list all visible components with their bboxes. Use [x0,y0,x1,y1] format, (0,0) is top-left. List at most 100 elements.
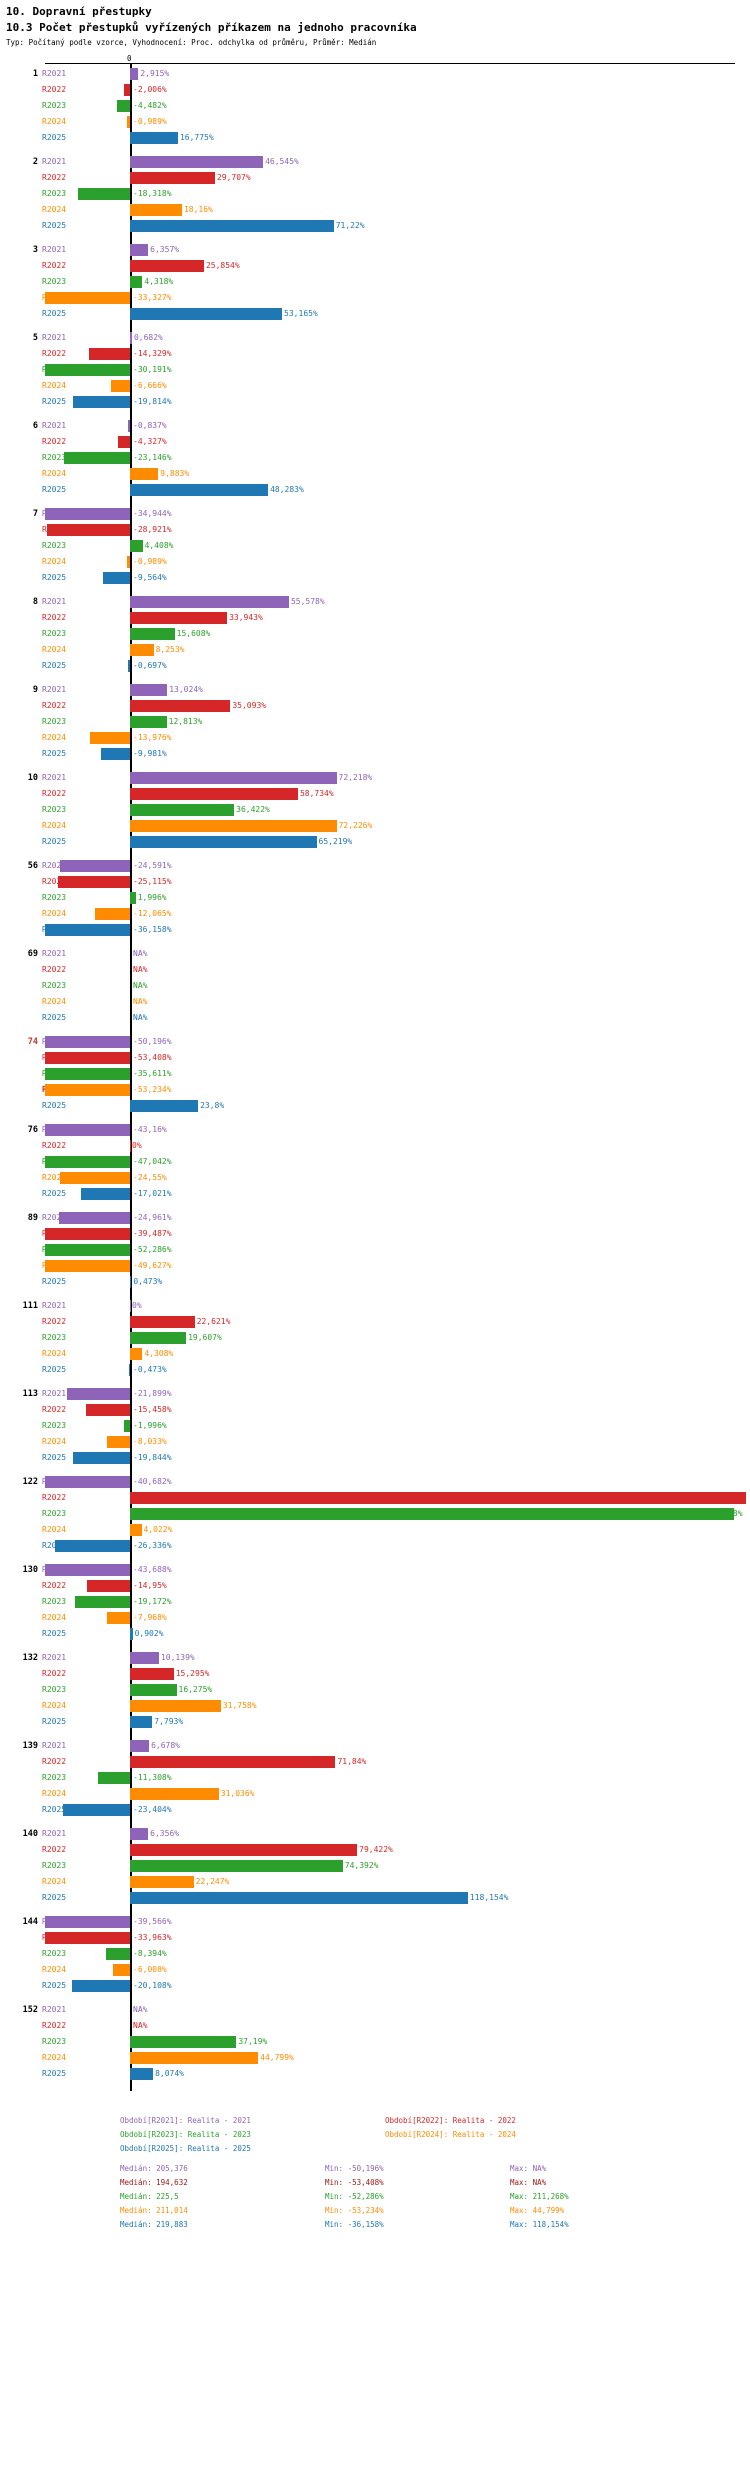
chart-bar-row[interactable]: R2024 -6,008% [0,1962,750,1978]
chart-bar-row[interactable]: R2025 -0,697% [0,658,750,674]
chart-bar-row[interactable]: R2024 -13,976% [0,730,750,746]
chart-bar-row[interactable]: R2025 7,793% [0,1714,750,1730]
chart-bar-row[interactable]: R2024 -6,666% [0,378,750,394]
chart-bar-row[interactable]: R2023 211,268% [0,1506,750,1522]
chart-bar-row[interactable]: R2023 -23,146% [0,450,750,466]
chart-bar-row[interactable]: R2021-43,688% [0,1562,750,1578]
chart-bar-row[interactable]: R2023-35,611% [0,1066,750,1082]
chart-bar-row[interactable]: R2024 72,226% [0,818,750,834]
chart-bar-row[interactable]: R2021 NA% [0,2002,750,2018]
chart-bar-row[interactable]: R2021-34,944% [0,506,750,522]
chart-bar-row[interactable]: R2021 10,139% [0,1650,750,1666]
chart-bar-row[interactable]: R2021 -21,899% [0,1386,750,1402]
chart-bar-row[interactable]: R2024 -7,968% [0,1610,750,1626]
chart-bar-row[interactable]: R2022 71,84% [0,1754,750,1770]
chart-bar-row[interactable]: R2025 -17,021% [0,1186,750,1202]
chart-bar-row[interactable]: R2023 -18,318% [0,186,750,202]
chart-bar-row[interactable]: R2025 -20,108% [0,1978,750,1994]
chart-bar-row[interactable]: R2022 22,621% [0,1314,750,1330]
chart-bar-row[interactable]: R2022 NA% [0,2018,750,2034]
chart-bar-row[interactable]: R2021 6,356% [0,1826,750,1842]
chart-bar-row[interactable]: R2022 0% [0,1138,750,1154]
chart-bar-row[interactable]: R2023 -4,482% [0,98,750,114]
chart-bar-row[interactable]: R2025 0,473% [0,1274,750,1290]
chart-bar-row[interactable]: R2023 37,19% [0,2034,750,2050]
chart-bar-row[interactable]: R2021 6,678% [0,1738,750,1754]
chart-bar-row[interactable]: R2022 15,295% [0,1666,750,1682]
chart-bar-row[interactable]: R2023 15,608% [0,626,750,642]
chart-bar-row[interactable]: R2022 58,734% [0,786,750,802]
chart-bar-row[interactable]: R2021 13,024% [0,682,750,698]
chart-bar-row[interactable]: R2022 -4,327% [0,434,750,450]
chart-bar-row[interactable]: R2024 -12,065% [0,906,750,922]
chart-bar-row[interactable]: R2025 65,219% [0,834,750,850]
chart-bar-row[interactable]: R2021 0,682% [0,330,750,346]
chart-bar-row[interactable]: R2024 4,308% [0,1346,750,1362]
chart-bar-row[interactable]: R2021-40,682% [0,1474,750,1490]
chart-bar-row[interactable]: R2024 9,883% [0,466,750,482]
chart-bar-row[interactable]: R2024-53,234% [0,1082,750,1098]
chart-bar-row[interactable]: R2023 -11,308% [0,1770,750,1786]
chart-bar-row[interactable]: R2024 -0,989% [0,114,750,130]
chart-bar-row[interactable]: R2023 1,996% [0,890,750,906]
chart-bar-row[interactable]: R2025 0,902% [0,1626,750,1642]
chart-bar-row[interactable]: R2021-43,16% [0,1122,750,1138]
chart-bar-row[interactable]: R2022 35,093% [0,698,750,714]
chart-bar-row[interactable]: R2022-53,408% [0,1050,750,1066]
chart-bar-row[interactable]: R2024 8,253% [0,642,750,658]
chart-bar-row[interactable]: R2022 NA% [0,962,750,978]
chart-bar-row[interactable]: R2021 72,218% [0,770,750,786]
chart-bar-row[interactable]: R2021 NA% [0,946,750,962]
chart-bar-row[interactable]: R2025 8,074% [0,2066,750,2082]
chart-bar-row[interactable]: R2022-33,963% [0,1930,750,1946]
chart-bar-row[interactable]: R2023 36,422% [0,802,750,818]
chart-bar-row[interactable]: R2023 NA% [0,978,750,994]
chart-bar-row[interactable]: R2024 44,799% [0,2050,750,2066]
chart-bar-row[interactable]: R2022 33,943% [0,610,750,626]
chart-bar-row[interactable]: R2022 29,707% [0,170,750,186]
chart-bar-row[interactable]: R2022 -15,458% [0,1402,750,1418]
chart-bar-row[interactable]: R2023 4,408% [0,538,750,554]
chart-bar-row[interactable]: R2025-36,158% [0,922,750,938]
chart-bar-row[interactable]: R2023 19,607% [0,1330,750,1346]
chart-bar-row[interactable]: R2023 16,275% [0,1682,750,1698]
chart-bar-row[interactable]: R2025 -9,564% [0,570,750,586]
chart-bar-row[interactable]: R2025 118,154% [0,1890,750,1906]
chart-bar-row[interactable]: R2023 -1,996% [0,1418,750,1434]
chart-bar-row[interactable]: R2023 4,318% [0,274,750,290]
chart-bar-row[interactable]: R2021-39,566% [0,1914,750,1930]
chart-bar-row[interactable]: R2024 31,036% [0,1786,750,1802]
chart-bar-row[interactable]: R2025 53,165% [0,306,750,322]
chart-bar-row[interactable]: R2021 2,915% [0,66,750,82]
chart-bar-row[interactable]: R2025 -19,844% [0,1450,750,1466]
chart-bar-row[interactable]: R2023-52,286% [0,1242,750,1258]
chart-bar-row[interactable]: R2022 -2,006% [0,82,750,98]
chart-bar-row[interactable]: R2024 18,16% [0,202,750,218]
chart-bar-row[interactable]: R2023 -8,394% [0,1946,750,1962]
chart-bar-row[interactable]: R2024 -24,55% [0,1170,750,1186]
chart-bar-row[interactable]: R2025 48,283% [0,482,750,498]
chart-bar-row[interactable]: R2022-39,487% [0,1226,750,1242]
chart-bar-row[interactable]: R2024 -8,033% [0,1434,750,1450]
chart-bar-row[interactable]: R2025 -23,404% [0,1802,750,1818]
chart-bar-row[interactable]: R2022 25,854% [0,258,750,274]
chart-bar-row[interactable]: R2025 -26,336% [0,1538,750,1554]
chart-bar-row[interactable]: R2024 NA% [0,994,750,1010]
chart-bar-row[interactable]: R2025 23,8% [0,1098,750,1114]
chart-bar-row[interactable]: R2025 -0,473% [0,1362,750,1378]
chart-bar-row[interactable]: R2022 -14,95% [0,1578,750,1594]
chart-bar-row[interactable]: R2023-30,191% [0,362,750,378]
chart-bar-row[interactable]: R2024-49,627% [0,1258,750,1274]
chart-bar-row[interactable]: R2024 22,247% [0,1874,750,1890]
chart-bar-row[interactable]: R2025 -19,814% [0,394,750,410]
chart-bar-row[interactable]: R2023-47,042% [0,1154,750,1170]
chart-bar-row[interactable]: R2021 -24,961% [0,1210,750,1226]
chart-bar-row[interactable]: R2022 79,422% [0,1842,750,1858]
chart-bar-row[interactable]: R2024 4,022% [0,1522,750,1538]
chart-bar-row[interactable]: R2025 -9,981% [0,746,750,762]
chart-bar-row[interactable]: R2024-33,327% [0,290,750,306]
chart-bar-row[interactable]: R2022 -14,329% [0,346,750,362]
chart-bar-row[interactable]: R2024 31,758% [0,1698,750,1714]
chart-bar-row[interactable]: R2025 NA% [0,1010,750,1026]
chart-bar-row[interactable]: R2023 -19,172% [0,1594,750,1610]
